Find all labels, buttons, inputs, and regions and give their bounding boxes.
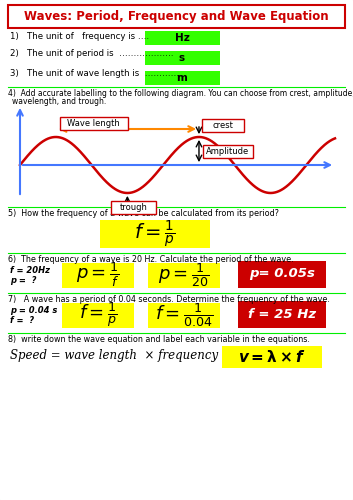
Text: f = 20Hz: f = 20Hz xyxy=(10,266,50,275)
Bar xyxy=(148,263,220,288)
Bar xyxy=(100,220,210,248)
Text: crest: crest xyxy=(213,121,233,130)
Text: 4)  Add accurate labelling to the following diagram. You can choose from crest, : 4) Add accurate labelling to the followi… xyxy=(8,89,353,98)
Bar xyxy=(238,301,326,328)
Bar xyxy=(60,117,128,130)
Text: $f = \frac{1}{p}$: $f = \frac{1}{p}$ xyxy=(79,300,117,330)
Text: $p = \frac{1}{20}$: $p = \frac{1}{20}$ xyxy=(158,261,210,289)
Text: 1)   The unit of   frequency is ….: 1) The unit of frequency is …. xyxy=(10,32,149,41)
Text: $f = \frac{1}{0.04}$: $f = \frac{1}{0.04}$ xyxy=(155,301,213,329)
Bar xyxy=(62,263,134,288)
Text: Waves: Period, Frequency and Wave Equation: Waves: Period, Frequency and Wave Equati… xyxy=(24,10,329,23)
Bar xyxy=(145,51,220,65)
Text: Wave length: Wave length xyxy=(67,119,120,128)
Bar xyxy=(203,145,253,158)
Bar xyxy=(238,261,326,288)
Text: $p = \frac{1}{f}$: $p = \frac{1}{f}$ xyxy=(76,260,120,290)
Text: p = 0.04 s: p = 0.04 s xyxy=(10,306,58,315)
Text: wavelength, and trough.: wavelength, and trough. xyxy=(12,97,106,106)
Text: m: m xyxy=(176,73,187,83)
Text: 6)  The frequency of a wave is 20 Hz. Calculate the period of the wave.: 6) The frequency of a wave is 20 Hz. Cal… xyxy=(8,255,294,264)
Bar xyxy=(202,119,244,132)
Text: p =  ?: p = ? xyxy=(10,276,36,285)
Text: Hz: Hz xyxy=(175,33,190,43)
Text: f =  ?: f = ? xyxy=(10,316,34,325)
Text: 7)   A wave has a period of 0.04 seconds. Determine the frequency of the wave.: 7) A wave has a period of 0.04 seconds. … xyxy=(8,295,330,304)
Text: 2)   The unit of period is  ……………….: 2) The unit of period is ………………. xyxy=(10,49,174,58)
Text: Amplitude: Amplitude xyxy=(207,147,250,156)
Text: p= 0.05s: p= 0.05s xyxy=(249,268,315,280)
Bar xyxy=(112,201,156,214)
Text: trough: trough xyxy=(120,203,148,212)
Text: 3)   The unit of wave length is  ………….: 3) The unit of wave length is …………. xyxy=(10,69,182,78)
Bar xyxy=(222,346,322,368)
Text: $\boldsymbol{v = \lambda \times f}$: $\boldsymbol{v = \lambda \times f}$ xyxy=(238,349,306,365)
Text: Speed = wave length  × frequency: Speed = wave length × frequency xyxy=(10,350,218,362)
Text: 5)  How the frequency of a wave can be calculated from its period?: 5) How the frequency of a wave can be ca… xyxy=(8,209,279,218)
Bar xyxy=(62,303,134,328)
Text: 8)  write down the wave equation and label each variable in the equations.: 8) write down the wave equation and labe… xyxy=(8,335,310,344)
Bar xyxy=(145,71,220,85)
Text: $f = \frac{1}{p}$: $f = \frac{1}{p}$ xyxy=(134,218,176,250)
Bar xyxy=(8,5,345,28)
Bar xyxy=(148,303,220,328)
Text: s: s xyxy=(179,53,185,63)
Bar xyxy=(145,31,220,45)
Text: f = 25 Hz: f = 25 Hz xyxy=(248,308,316,320)
